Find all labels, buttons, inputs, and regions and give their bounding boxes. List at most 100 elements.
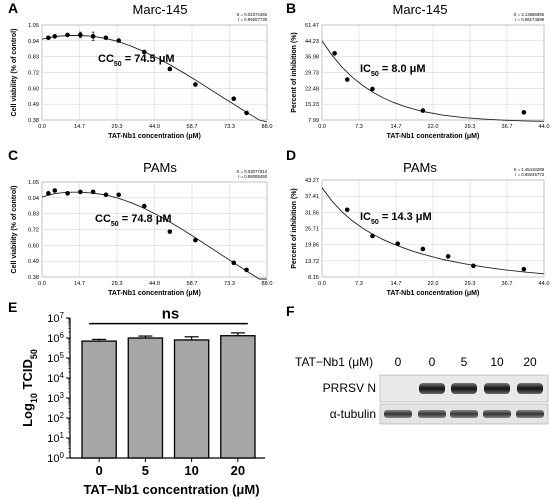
tick-base: 10: [47, 413, 59, 425]
lane-label: 20: [523, 355, 537, 369]
data-point: [141, 203, 147, 209]
data-point: [344, 207, 350, 213]
x-tick-label: 44.0: [539, 124, 550, 130]
x-tick-label: 58.7: [187, 124, 198, 130]
y-tick-label: 103: [47, 391, 64, 406]
y-label-ylabel_sub: 10: [29, 393, 39, 403]
data-point: [116, 192, 122, 198]
y-tick-label: 0.94: [28, 39, 39, 45]
fit-stat: S = 0.03077814: [237, 169, 268, 174]
blot-header-label: TAT−Nb1 (μM): [295, 355, 373, 369]
tick-exponent: 3: [60, 391, 65, 400]
x-tick-label: 20: [231, 463, 245, 478]
y-tick-label: 19.86: [305, 243, 319, 249]
y-tick-label: 7.99: [308, 118, 319, 124]
annotation-suffix: = 8.0 μM: [379, 63, 426, 75]
data-point: [471, 263, 476, 269]
y-tick-label: 100: [47, 451, 64, 466]
fit-stat: S = 1.45418289: [514, 167, 545, 172]
y-tick-label: 0.49: [28, 102, 39, 108]
panel-label: A: [8, 0, 18, 16]
y-tick-label: 101: [47, 431, 64, 446]
data-point: [521, 266, 527, 272]
chart-title: PAMs: [143, 160, 177, 175]
x-tick-label: 0.0: [38, 281, 46, 287]
x-tick-label: 10: [184, 463, 198, 478]
prrsv-band: [517, 383, 543, 394]
x-tick-label: 0.0: [318, 281, 326, 287]
annotation-suffix: = 14.3 μM: [379, 211, 432, 223]
tubulin-band: [418, 410, 446, 418]
prrsv-band: [484, 383, 510, 394]
y-axis-label: Log10 TCID50: [20, 349, 39, 427]
y-axis-label: Cell viability (% of control): [11, 186, 18, 274]
x-tick-label: 0.0: [318, 124, 326, 130]
data-point: [103, 192, 109, 198]
y-tick-label: 105: [47, 351, 64, 366]
x-tick-label: 36.7: [502, 124, 513, 130]
data-point: [46, 191, 51, 196]
x-tick-label: 73.3: [224, 281, 235, 287]
data-point: [370, 233, 375, 239]
annotation-prefix: CC: [95, 213, 111, 225]
prrsv-band: [419, 383, 445, 394]
y-tick-label: 1.05: [28, 23, 39, 29]
y-label-ylabel_base: Log: [20, 403, 35, 427]
data-point: [332, 51, 337, 56]
x-axis-label: TAT-Nb1 concentration (μM): [387, 290, 480, 297]
data-point: [370, 86, 375, 92]
y-tick-label: 0.72: [28, 71, 39, 77]
x-tick-label: 73.3: [224, 124, 235, 130]
y-tick-label: 25.71: [305, 227, 319, 233]
x-tick-label: 58.7: [187, 281, 198, 287]
tick-base: 10: [47, 353, 59, 365]
tick-exponent: 6: [60, 331, 65, 340]
data-point: [193, 237, 198, 243]
bar: [220, 335, 256, 459]
tubulin-band: [384, 410, 412, 418]
lane-label: 0: [429, 355, 436, 369]
y-label-ylabel_sub2: 50: [29, 349, 39, 359]
x-axis-label: TAT-Nb1 concentration (μM): [108, 290, 201, 297]
annotation-label: CC50 = 74.5 μM: [98, 53, 175, 68]
fit-curve: [321, 187, 545, 275]
bar: [173, 339, 210, 459]
tick-exponent: 2: [60, 411, 65, 420]
x-tick-label: 29.3: [465, 124, 476, 130]
data-point: [65, 32, 70, 38]
tick-base: 10: [47, 453, 59, 465]
fit-stat: r = 0.98174598: [515, 17, 545, 22]
bar: [127, 337, 164, 459]
data-point: [141, 49, 147, 55]
y-label-ylabel_main: TCID: [20, 359, 35, 393]
annotation-sub: 50: [111, 221, 119, 228]
panel-label: C: [8, 147, 18, 163]
x-tick-label: 88.0: [262, 281, 273, 287]
y-axis-label: Percent of inhibition (%): [291, 188, 298, 269]
fit-stat: r = 0.99246773: [515, 172, 545, 177]
tick-base: 10: [47, 333, 59, 345]
data-point: [231, 96, 237, 102]
prrsv-band: [451, 383, 477, 394]
y-tick-label: 0.72: [28, 228, 39, 234]
y-tick-label: 51.47: [305, 23, 319, 29]
data-point: [395, 241, 400, 247]
x-tick-label: 29.3: [112, 124, 123, 130]
tick-base: 10: [47, 373, 59, 385]
y-tick-label: 1.05: [28, 180, 39, 186]
x-tick-label: 0: [96, 463, 103, 478]
panel-f: F TAT−Nb1 (μM) 0 0 5 10 20 PRRSV N α-tubulin: [286, 303, 549, 425]
x-axis-label: TAT-Nb1 concentration (μM): [387, 133, 480, 140]
x-tick-label: 14.7: [391, 124, 402, 130]
y-tick-label: 0.49: [28, 259, 39, 265]
fit-curve: [321, 40, 545, 122]
y-tick-label: 0.83: [28, 212, 39, 218]
x-tick-label: 22.0: [428, 124, 439, 130]
tick-exponent: 7: [60, 311, 65, 320]
x-tick-label: 44.0: [149, 124, 160, 130]
annotation-suffix: = 74.8 μM: [119, 213, 172, 225]
data-point: [103, 35, 109, 41]
data-point: [167, 66, 173, 72]
